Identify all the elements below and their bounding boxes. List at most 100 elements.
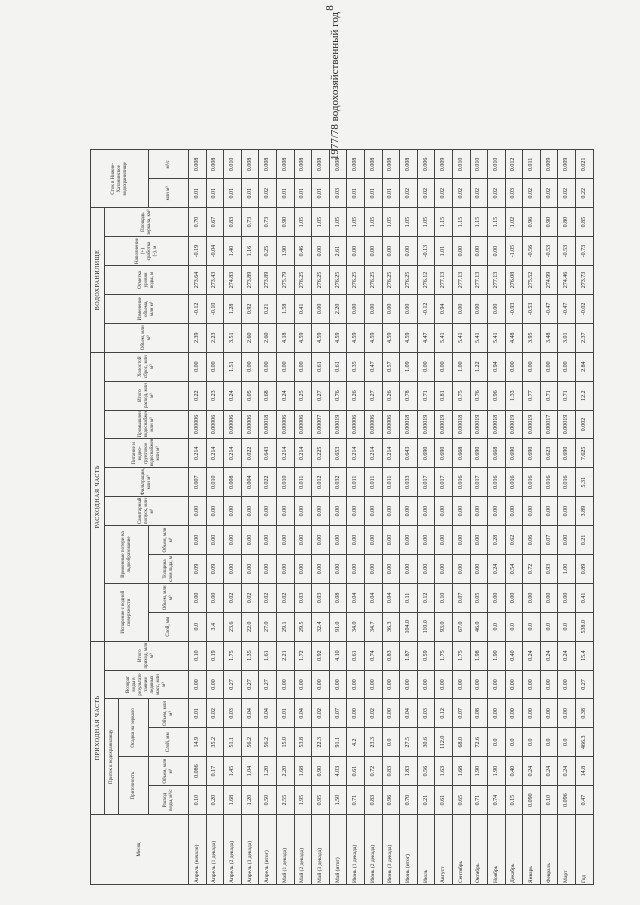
table-cell: 0.00 bbox=[522, 583, 541, 613]
table-cell: 29.1 bbox=[276, 612, 295, 642]
table-cell: 0.690 bbox=[417, 438, 435, 468]
table-cell: 0.02 bbox=[258, 583, 277, 613]
table-cell: 0.02 bbox=[223, 583, 242, 613]
table-cell: 0.47 bbox=[364, 352, 383, 382]
header-cell: Объем, млн м³ bbox=[148, 525, 189, 555]
table-cell: 2.23 bbox=[206, 323, 224, 353]
table-cell: 0.0 bbox=[382, 727, 400, 757]
table-cell: 3.89 bbox=[575, 496, 594, 526]
table-cell: 0.04 bbox=[241, 698, 259, 728]
table-cell: 1.83 bbox=[399, 756, 418, 786]
table-cell: 0.096 bbox=[557, 785, 576, 815]
table-cell: 0.04 bbox=[364, 583, 383, 613]
table-cell: 0.00 bbox=[540, 496, 558, 526]
table-cell: 0.016 bbox=[557, 467, 576, 497]
table-cell: 1.72 bbox=[294, 641, 312, 671]
table-cell: 0.00 bbox=[417, 496, 435, 526]
table-cell: 0.95 bbox=[311, 785, 330, 815]
table-row: Май (1 декада) 2.55 2.20 15.0 0.01 0.00 2.21 29… bbox=[276, 149, 295, 885]
table-cell: 0.08 bbox=[470, 698, 488, 728]
header-cell: Объем, млн м³ bbox=[148, 583, 189, 613]
table-cell: -0.93 bbox=[505, 294, 523, 324]
row-label: Май (1 декада) bbox=[276, 814, 295, 885]
table-cell: 0.72 bbox=[364, 756, 383, 786]
table-cell: 0.94 bbox=[434, 294, 453, 324]
table-cell: 0.00 bbox=[294, 496, 312, 526]
header-cell: Итого расход, млн м³ bbox=[104, 381, 189, 411]
table-cell: 0.0 bbox=[188, 612, 207, 642]
table-cell: 0.73 bbox=[258, 207, 277, 237]
table-cell: 0.00 bbox=[452, 294, 470, 324]
page-title: 1977/78 водохозяйственный год bbox=[329, 11, 341, 161]
table-cell: 0.01 bbox=[223, 178, 242, 208]
table-cell: 0.214 bbox=[382, 438, 400, 468]
table-cell: 0.07 bbox=[452, 698, 470, 728]
table-cell: 0.00006 bbox=[382, 410, 400, 439]
table-cell: -0.19 bbox=[188, 236, 207, 266]
table-cell: 0.00 bbox=[540, 670, 558, 699]
table-cell: 0.00 bbox=[364, 554, 383, 584]
table-cell: 1.05 bbox=[311, 207, 330, 237]
table-cell: 0.011 bbox=[364, 467, 383, 497]
row-label: Апрель (начало) bbox=[188, 814, 207, 885]
table-cell: 0.00 bbox=[382, 294, 400, 324]
table-cell: 0.02 bbox=[557, 178, 576, 208]
header-cell: Объем, млн м³ bbox=[148, 698, 189, 728]
table-cell: 0.74 bbox=[487, 785, 506, 815]
table-cell: 0.008 bbox=[382, 149, 400, 179]
table-cell: 0.017 bbox=[470, 467, 488, 497]
header-cell: Санитарный попуск, млн м³ bbox=[104, 496, 189, 526]
table-cell: 276.25 bbox=[364, 265, 383, 295]
table-cell: 2.20 bbox=[276, 756, 295, 786]
row-label: Март bbox=[557, 814, 576, 885]
table-cell: 36.3 bbox=[382, 612, 400, 642]
table-cell: 0.00 bbox=[399, 496, 418, 526]
table-cell: 0.57 bbox=[382, 352, 400, 382]
table-cell: 0.006 bbox=[417, 149, 435, 179]
table-cell: 0.00 bbox=[346, 554, 365, 584]
table-cell: 273.43 bbox=[206, 265, 224, 295]
table-cell: 0.61 bbox=[311, 352, 330, 382]
table-cell: 0.00018 bbox=[452, 410, 470, 439]
table-cell: 0.27 bbox=[258, 670, 277, 699]
row-label: Апрель (1 декада) bbox=[206, 814, 224, 885]
table-cell: 0.61 bbox=[329, 352, 347, 382]
table-cell: 1.90 bbox=[487, 756, 506, 786]
table-cell: 0.008 bbox=[241, 149, 259, 179]
table-cell: 0.214 bbox=[346, 438, 365, 468]
table-cell: 0.00 bbox=[557, 525, 576, 555]
table-cell: 0.00 bbox=[188, 525, 207, 555]
table-cell: 0.00 bbox=[557, 698, 576, 728]
table-cell: 0.00019 bbox=[417, 410, 435, 439]
table-cell: -0.12 bbox=[188, 294, 207, 324]
table-cell: 0.643 bbox=[258, 438, 277, 468]
table-cell: 0.06 bbox=[522, 525, 541, 555]
table-cell: 0.00007 bbox=[311, 410, 330, 439]
table-cell: 4.59 bbox=[294, 323, 312, 353]
table-cell: 0.0 bbox=[557, 727, 576, 757]
table-cell: -0.13 bbox=[417, 236, 435, 266]
table-cell: 0.71 bbox=[417, 381, 435, 411]
table-cell: 1.90 bbox=[470, 756, 488, 786]
table-cell: -0.56 bbox=[522, 236, 541, 266]
row-label: Ноябрь bbox=[487, 814, 506, 885]
row-label: Апрель (3 декада) bbox=[241, 814, 259, 885]
row-label: Декабрь bbox=[505, 814, 523, 885]
table-cell: 0.24 bbox=[223, 381, 242, 411]
table-cell: -0.47 bbox=[540, 294, 558, 324]
table-cell: 0.008 bbox=[311, 149, 330, 179]
table-cell: 2.60 bbox=[241, 323, 259, 353]
table-cell: 1.16 bbox=[241, 236, 259, 266]
table-cell: 0.02 bbox=[258, 178, 277, 208]
table-row: Ноябрь 0.74 1.90 0.0 0.00 0.00 1.90 0.0 0.00 0.24… bbox=[487, 149, 506, 885]
table-cell: 1.05 bbox=[346, 207, 365, 237]
table-cell: 1.02 bbox=[505, 207, 523, 237]
table-cell: 0.05 bbox=[241, 381, 259, 411]
table-cell: 0.77 bbox=[522, 381, 541, 411]
table-cell: 0.00 bbox=[346, 670, 365, 699]
table-cell: 277.13 bbox=[452, 265, 470, 295]
table-cell: 0.008 bbox=[329, 149, 347, 179]
header-cell: Сток в Нижне-Хатанинское водохранилище bbox=[90, 149, 149, 208]
table-row: Июнь (1 декада) 0.71 0.61 4.2 0.00 0.00 0.61 34… bbox=[346, 149, 365, 885]
table-cell: 35.2 bbox=[206, 727, 224, 757]
